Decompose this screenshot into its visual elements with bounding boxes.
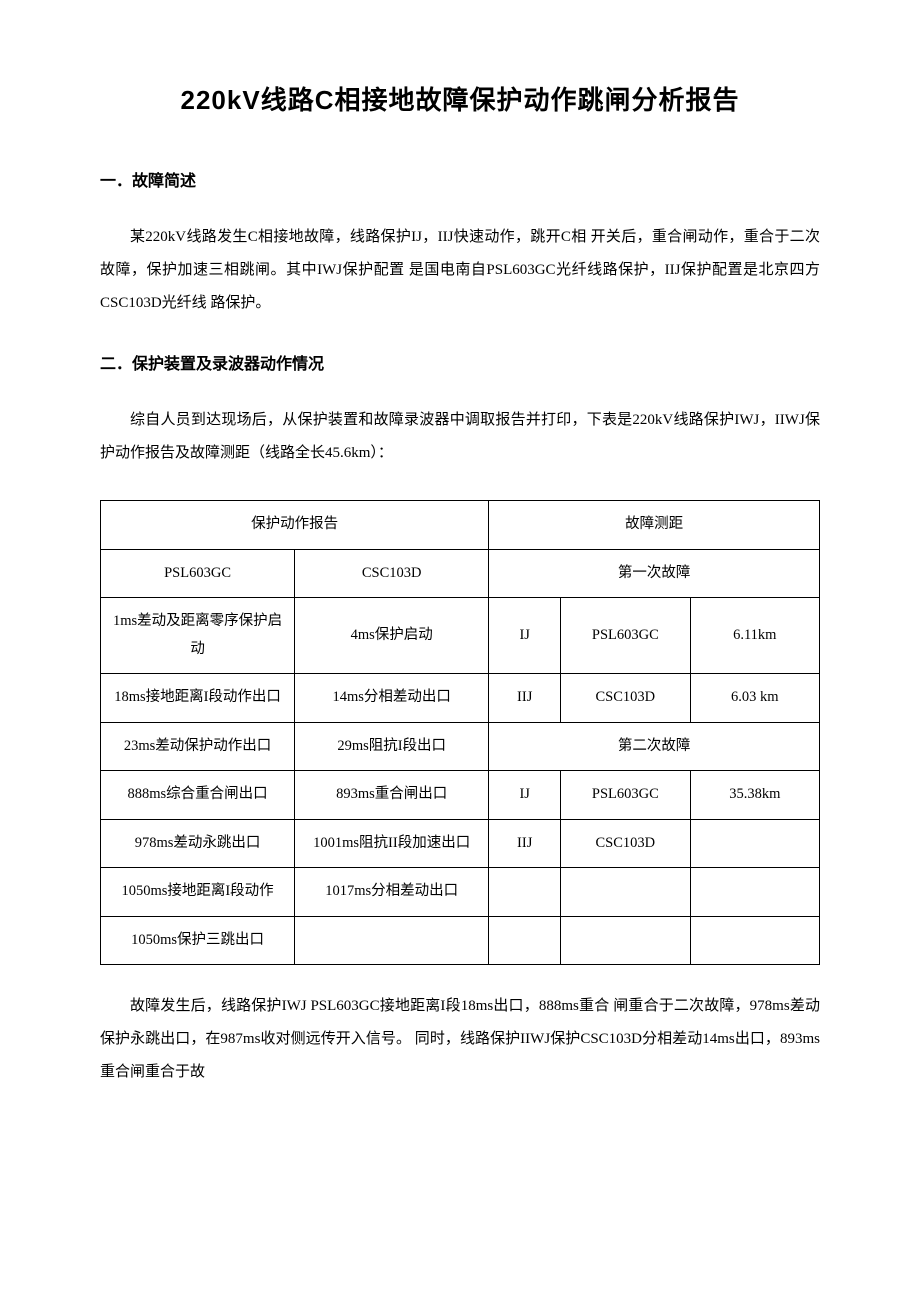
subheader-second-fault: 第二次故障 xyxy=(489,722,820,771)
cell xyxy=(690,868,819,917)
subheader-csc: CSC103D xyxy=(295,549,489,598)
cell: 888ms综合重合闸出口 xyxy=(101,771,295,820)
table-row: 1050ms接地距离I段动作 1017ms分相差动出口 xyxy=(101,868,820,917)
cell xyxy=(690,819,819,868)
section-2-paragraph-1: 综自人员到达现场后，从保护装置和故障录波器中调取报告并打印，下表是220kV线路… xyxy=(100,404,820,470)
cell: 35.38km xyxy=(690,771,819,820)
table-row: PSL603GC CSC103D 第一次故障 xyxy=(101,549,820,598)
cell: 18ms接地距离I段动作出口 xyxy=(101,674,295,723)
cell xyxy=(561,916,690,965)
table-row: 18ms接地距离I段动作出口 14ms分相差动出口 IIJ CSC103D 6.… xyxy=(101,674,820,723)
table-row: 978ms差动永跳出口 1001ms阻抗II段加速出口 IIJ CSC103D xyxy=(101,819,820,868)
cell: 6.11km xyxy=(690,598,819,674)
table-row: 888ms综合重合闸出口 893ms重合闸出口 IJ PSL603GC 35.3… xyxy=(101,771,820,820)
cell: 14ms分相差动出口 xyxy=(295,674,489,723)
subheader-first-fault: 第一次故障 xyxy=(489,549,820,598)
cell: IIJ xyxy=(489,819,561,868)
cell: 23ms差动保护动作出口 xyxy=(101,722,295,771)
cell xyxy=(489,916,561,965)
cell: 1050ms接地距离I段动作 xyxy=(101,868,295,917)
table-row: 23ms差动保护动作出口 29ms阻抗I段出口 第二次故障 xyxy=(101,722,820,771)
cell xyxy=(489,868,561,917)
cell: IJ xyxy=(489,598,561,674)
section-1-paragraph: 某220kV线路发生C相接地故障，线路保护IJ，IIJ快速动作，跳开C相 开关后… xyxy=(100,221,820,320)
header-left: 保护动作报告 xyxy=(101,501,489,550)
cell: 1017ms分相差动出口 xyxy=(295,868,489,917)
cell: CSC103D xyxy=(561,819,690,868)
cell: 29ms阻抗I段出口 xyxy=(295,722,489,771)
cell: CSC103D xyxy=(561,674,690,723)
cell xyxy=(295,916,489,965)
cell: PSL603GC xyxy=(561,771,690,820)
cell: 1001ms阻抗II段加速出口 xyxy=(295,819,489,868)
cell: 978ms差动永跳出口 xyxy=(101,819,295,868)
header-right: 故障测距 xyxy=(489,501,820,550)
section-1-heading: 一．故障简述 xyxy=(100,167,820,191)
cell: 1050ms保护三跳出口 xyxy=(101,916,295,965)
table-row: 1ms差动及距离零序保护启动 4ms保护启动 IJ PSL603GC 6.11k… xyxy=(101,598,820,674)
subheader-psl: PSL603GC xyxy=(101,549,295,598)
section-2-heading: 二．保护装置及录波器动作情况 xyxy=(100,350,820,374)
table-row: 保护动作报告 故障测距 xyxy=(101,501,820,550)
table-row: 1050ms保护三跳出口 xyxy=(101,916,820,965)
cell xyxy=(690,916,819,965)
cell: 6.03 km xyxy=(690,674,819,723)
cell: 4ms保护启动 xyxy=(295,598,489,674)
cell: 893ms重合闸出口 xyxy=(295,771,489,820)
cell xyxy=(561,868,690,917)
cell: IIJ xyxy=(489,674,561,723)
protection-report-table: 保护动作报告 故障测距 PSL603GC CSC103D 第一次故障 1ms差动… xyxy=(100,500,820,965)
cell: 1ms差动及距离零序保护启动 xyxy=(101,598,295,674)
cell: PSL603GC xyxy=(561,598,690,674)
cell: IJ xyxy=(489,771,561,820)
section-2-paragraph-2: 故障发生后，线路保护IWJ PSL603GC接地距离I段18ms出口，888ms… xyxy=(100,990,820,1089)
document-title: 220kV线路C相接地故障保护动作跳闸分析报告 xyxy=(100,80,820,117)
